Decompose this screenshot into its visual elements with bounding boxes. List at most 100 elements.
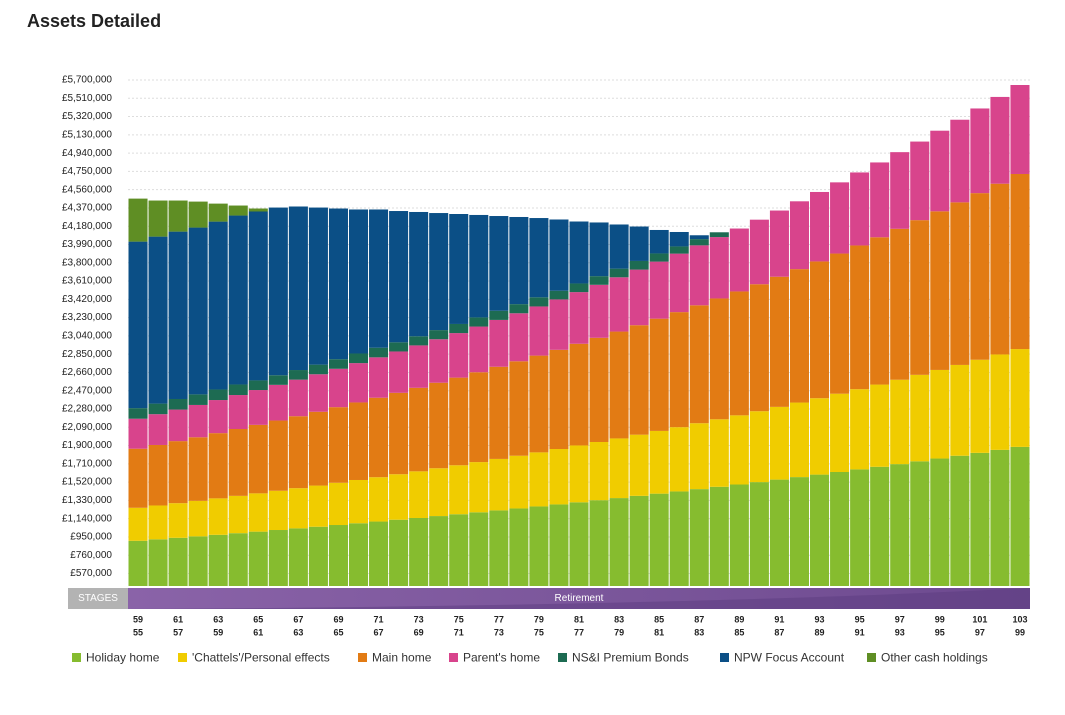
bar-segment: [369, 521, 389, 586]
bar-segment: [769, 276, 789, 407]
bar-segment: [489, 310, 509, 320]
bar-segment: [589, 276, 609, 285]
bar-segment: [729, 484, 749, 586]
bar-segment: [308, 411, 328, 486]
bar-segment: [689, 239, 709, 246]
bar-segment: [128, 198, 148, 242]
x-tick-label: 91: [774, 614, 784, 624]
bar-segment: [288, 379, 308, 417]
bar-segment: [248, 208, 268, 212]
bar-segment: [870, 237, 890, 385]
x-tick-label: 101: [972, 614, 987, 624]
x-tick-label: 85: [654, 614, 664, 624]
legend-swatch: [867, 653, 876, 662]
bar-segment: [569, 343, 589, 446]
bar-segment: [489, 366, 509, 459]
bar-segment: [188, 201, 208, 228]
bar-segment: [789, 201, 810, 270]
bar-segment: [970, 193, 990, 360]
bar-segment: [749, 411, 769, 483]
bar-segment: [830, 393, 850, 473]
bar-segment: [449, 323, 469, 334]
x-tick-label: 73: [414, 614, 424, 624]
x-tick-label: 75: [454, 614, 464, 624]
legend-swatch: [358, 653, 367, 662]
bar-segment: [449, 465, 469, 515]
bar-segment: [168, 503, 188, 538]
bar-segment: [629, 260, 649, 270]
bar-segment: [569, 445, 589, 503]
x-tick-label: 65: [253, 614, 263, 624]
bar-segment: [288, 488, 308, 529]
bar-segment: [148, 403, 168, 415]
bar-segment: [910, 220, 930, 375]
bar-segment: [930, 369, 950, 459]
legend-swatch: [558, 653, 567, 662]
bar-segment: [509, 313, 529, 362]
bar-segment: [749, 284, 769, 412]
bar-segment: [248, 424, 268, 494]
legend-label: Main home: [372, 651, 432, 665]
y-tick-label: £2,850,000: [62, 349, 112, 360]
bar-segment: [970, 108, 990, 194]
x-tick-label-secondary: 55: [133, 627, 143, 637]
bar-segment: [549, 349, 569, 450]
legend-label: Parent's home: [463, 651, 540, 665]
bar-segment: [128, 418, 148, 449]
bar-segment: [649, 229, 669, 254]
bar-segment: [288, 370, 308, 380]
bar-segment: [148, 236, 168, 404]
x-tick-label: 69: [333, 614, 343, 624]
bar-segment: [629, 434, 649, 496]
bar-segment: [810, 261, 830, 399]
bar-segment: [970, 452, 990, 586]
x-tick-label: 63: [213, 614, 223, 624]
bar-segment: [569, 221, 589, 284]
bar-segment: [649, 493, 669, 586]
bar-segment: [709, 486, 729, 586]
y-tick-label: £2,660,000: [62, 367, 112, 378]
bar-segment: [1010, 173, 1030, 350]
bar-segment: [950, 119, 970, 203]
bar-segment: [228, 205, 248, 216]
x-tick-label-secondary: 59: [213, 627, 223, 637]
bar-segment: [188, 500, 208, 537]
bar-segment: [148, 444, 168, 506]
bar-segment: [930, 130, 950, 212]
bar-segment: [409, 211, 429, 337]
bar-segment: [348, 479, 369, 524]
bar-segment: [288, 528, 308, 586]
bar-segment: [569, 283, 589, 293]
bar-segment: [489, 510, 509, 586]
bar-segment: [689, 245, 709, 306]
bar-segment: [810, 474, 830, 586]
bar-segment: [890, 379, 910, 465]
x-tick-label-secondary: 63: [293, 627, 303, 637]
bar-segment: [629, 226, 649, 261]
bar-segment: [769, 210, 789, 277]
bar-segment: [348, 402, 369, 480]
bar-segment: [128, 408, 148, 419]
x-tick-label: 89: [734, 614, 744, 624]
x-tick-label-secondary: 79: [614, 627, 624, 637]
bar-segment: [228, 495, 248, 534]
bar-segment: [228, 429, 248, 496]
bar-segment: [328, 482, 348, 526]
y-tick-label: £4,180,000: [62, 221, 112, 232]
bar-segment: [669, 246, 689, 254]
bar-segment: [429, 382, 449, 469]
y-tick-label: £4,940,000: [62, 148, 112, 159]
bar-segment: [168, 200, 188, 232]
x-tick-label-secondary: 65: [333, 627, 343, 637]
y-tick-label: £2,090,000: [62, 422, 112, 433]
bar-segment: [409, 471, 429, 518]
bar-segment: [729, 228, 749, 292]
bar-segment: [709, 237, 729, 299]
bar-segment: [268, 530, 288, 586]
bar-segment: [148, 539, 168, 586]
x-tick-label: 59: [133, 614, 143, 624]
bar-segment: [589, 284, 609, 338]
x-tick-label-secondary: 67: [374, 627, 384, 637]
bar-segment: [228, 395, 248, 430]
